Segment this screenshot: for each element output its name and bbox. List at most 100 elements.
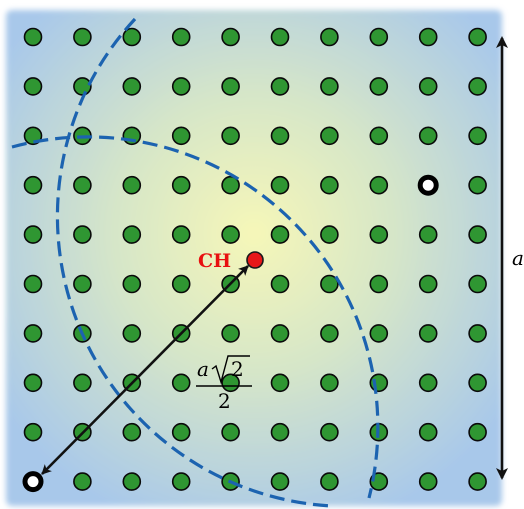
lattice-atom xyxy=(369,126,389,146)
lattice-atom xyxy=(23,373,43,393)
lattice-atom xyxy=(23,324,43,343)
lattice-atom xyxy=(468,77,487,96)
lattice-atom xyxy=(221,27,240,47)
lattice-atom xyxy=(418,126,438,146)
lattice-atom xyxy=(369,324,389,343)
lattice-atom xyxy=(418,422,438,442)
center-atom xyxy=(246,251,264,269)
lattice-atom xyxy=(73,472,92,491)
lattice-atom xyxy=(468,27,487,47)
lattice-atom xyxy=(418,77,438,96)
radius-label: a 2 2 xyxy=(196,355,252,413)
lattice-atom xyxy=(369,77,389,96)
lattice-atom xyxy=(122,274,142,294)
lattice-atom xyxy=(320,225,339,244)
center-atom-label: CH xyxy=(198,250,231,272)
lattice-atom xyxy=(468,126,487,146)
lattice-atom xyxy=(122,472,142,491)
lattice-atom xyxy=(468,225,487,244)
lattice-atom xyxy=(221,225,240,244)
lattice-atom xyxy=(23,274,43,294)
lattice-atom xyxy=(320,126,339,146)
lattice-atom xyxy=(171,373,191,393)
lattice-atom xyxy=(73,373,92,393)
lattice-atom xyxy=(468,324,487,343)
lattice-atom xyxy=(23,225,43,244)
lattice-atom xyxy=(23,422,43,442)
lattice-atom xyxy=(418,225,438,244)
lattice-atom xyxy=(270,274,290,294)
lattice-atom xyxy=(221,324,240,343)
lattice-atom xyxy=(23,27,43,47)
dashed-arc-left xyxy=(55,17,333,508)
lattice-atom xyxy=(369,175,389,195)
lattice-atom xyxy=(320,472,339,491)
lattice-atom xyxy=(369,274,389,294)
lattice-atom xyxy=(320,324,339,343)
lattice-atom xyxy=(221,422,240,442)
lattice-atom xyxy=(418,472,438,491)
lattice-atom xyxy=(171,77,191,96)
lattice-atom xyxy=(270,324,290,343)
lattice-atom xyxy=(171,422,191,442)
radius-label-denominator: 2 xyxy=(218,389,231,413)
radius-label-numerator-root: 2 xyxy=(231,357,244,381)
lattice-atom xyxy=(468,422,487,442)
lattice-atom xyxy=(270,77,290,96)
lattice-atom xyxy=(369,225,389,244)
lattice-atom xyxy=(73,274,92,294)
sqrt-sign xyxy=(211,355,250,385)
vacancy-site xyxy=(417,174,439,196)
lattice-atom xyxy=(418,27,438,47)
lattice-atom xyxy=(73,77,92,96)
lattice-atom xyxy=(73,225,92,244)
lattice-atom xyxy=(468,373,487,393)
lattice-atom xyxy=(122,225,142,244)
lattice-atom xyxy=(73,175,92,195)
lattice-atom xyxy=(418,373,438,393)
radius-label-numerator-var: a xyxy=(197,357,209,381)
lattice-atom xyxy=(122,324,142,343)
lattice-atom xyxy=(369,373,389,393)
lattice-atom xyxy=(122,422,142,442)
lattice-atom xyxy=(468,274,487,294)
lattice-atom xyxy=(468,472,487,491)
lattice-atom xyxy=(122,77,142,96)
lattice-atom xyxy=(171,225,191,244)
lattice-atom xyxy=(122,175,142,195)
lattice-atom xyxy=(221,175,240,195)
lattice-atom xyxy=(23,77,43,96)
lattice-atom xyxy=(23,175,43,195)
lattice-atom xyxy=(270,373,290,393)
radius-arrow xyxy=(41,265,249,475)
lattice-atom xyxy=(320,175,339,195)
lattice-atom xyxy=(270,422,290,442)
dashed-arc-right xyxy=(11,135,380,499)
lattice-atom xyxy=(320,422,339,442)
lattice-atom xyxy=(320,274,339,294)
lattice-atom xyxy=(171,27,191,47)
lattice-atom xyxy=(320,373,339,393)
lattice-atom xyxy=(418,324,438,343)
lattice-atom xyxy=(122,27,142,47)
lattice-atom xyxy=(73,27,92,47)
lattice-atom xyxy=(171,274,191,294)
lattice-atom xyxy=(171,472,191,491)
lattice-atom xyxy=(270,225,290,244)
lattice-atom xyxy=(221,126,240,146)
lattice-atom xyxy=(270,126,290,146)
lattice-atom xyxy=(320,77,339,96)
lattice-atom xyxy=(270,175,290,195)
lattice-atom xyxy=(418,274,438,294)
lattice-atom xyxy=(369,27,389,47)
lattice-atom xyxy=(221,77,240,96)
lattice-atom xyxy=(270,472,290,491)
lattice-atom xyxy=(468,175,487,195)
lattice-atom xyxy=(171,175,191,195)
side-length-label: a xyxy=(512,246,524,270)
lattice-atom xyxy=(320,27,339,47)
lattice-atom xyxy=(270,27,290,47)
lattice-atom xyxy=(171,126,191,146)
vacancy-site xyxy=(22,471,44,493)
